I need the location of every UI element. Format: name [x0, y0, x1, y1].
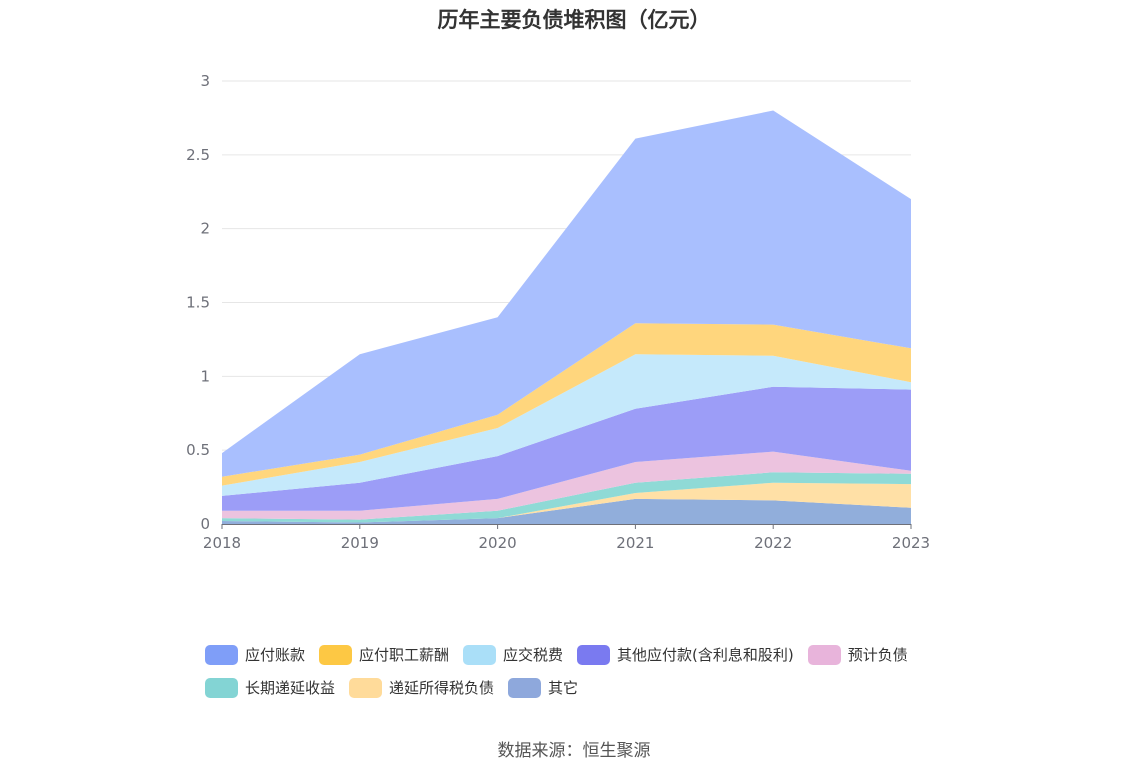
legend: 应付账款 应付职工薪酬 应交税费 其他应付款(含利息和股利) 预计负债 长期递延… [205, 638, 965, 704]
chart-title: 历年主要负债堆积图（亿元） [437, 8, 711, 32]
legend-swatch-payroll-payable [319, 644, 353, 665]
y-tick-label: 3 [200, 72, 210, 90]
x-tick-label: 2022 [754, 534, 792, 552]
area-series-递延所得税负债 [222, 482, 911, 523]
area-series-其他应付款-含利息和股利- [222, 386, 911, 511]
y-tick-label: 2.5 [186, 146, 210, 164]
legend-item-deferred-income[interactable]: 长期递延收益 [205, 677, 335, 698]
legend-row-1: 应付账款 应付职工薪酬 应交税费 其他应付款(含利息和股利) 预计负债 [205, 638, 965, 671]
legend-label-deferred-tax: 递延所得税负债 [389, 679, 495, 697]
area-series-应交税费 [222, 354, 911, 496]
legend-item-taxes-payable[interactable]: 应交税费 [463, 644, 563, 665]
y-tick-label: 2 [200, 220, 210, 238]
x-tick-label: 2018 [203, 534, 241, 552]
legend-item-other[interactable]: 其它 [508, 677, 578, 698]
legend-label-deferred-income: 长期递延收益 [245, 679, 336, 697]
legend-label-other-payables: 其他应付款(含利息和股利) [617, 646, 794, 664]
legend-item-accounts-payable[interactable]: 应付账款 [205, 644, 305, 665]
legend-label-accounts-payable: 应付账款 [245, 646, 306, 664]
legend-swatch-deferred-tax [349, 677, 383, 698]
legend-swatch-other-payables [577, 644, 611, 665]
area-series-应付账款 [222, 110, 911, 477]
legend-item-other-payables[interactable]: 其他应付款(含利息和股利) [577, 644, 794, 665]
legend-item-payroll-payable[interactable]: 应付职工薪酬 [319, 644, 449, 665]
legend-item-deferred-tax[interactable]: 递延所得税负债 [349, 677, 494, 698]
legend-label-taxes-payable: 应交税费 [503, 646, 564, 664]
legend-label-other: 其它 [548, 679, 579, 697]
legend-item-provisions[interactable]: 预计负债 [807, 644, 908, 665]
x-tick-label: 2023 [892, 534, 930, 552]
legend-swatch-accounts-payable [205, 644, 238, 665]
area-series-应付职工薪酬 [222, 323, 911, 486]
legend-label-provisions: 预计负债 [847, 646, 908, 664]
area-series-预计负债 [222, 451, 911, 520]
y-tick-label: 0 [200, 515, 210, 533]
x-tick-label: 2020 [479, 534, 517, 552]
legend-label-payroll-payable: 应付职工薪酬 [359, 646, 450, 664]
data-source: 数据来源：恒生聚源 [497, 741, 651, 761]
legend-swatch-taxes-payable [463, 644, 497, 665]
y-tick-label: 1 [200, 367, 210, 385]
x-tick-label: 2019 [341, 534, 379, 552]
legend-swatch-deferred-income [205, 677, 238, 698]
y-tick-label: 0.5 [186, 441, 210, 459]
area-series-其它 [222, 498, 911, 524]
legend-swatch-provisions [807, 644, 841, 665]
y-tick-label: 1.5 [186, 294, 210, 312]
legend-row-2: 长期递延收益 递延所得税负债 其它 [205, 671, 965, 704]
legend-swatch-other [508, 677, 542, 698]
area-series-长期递延收益 [222, 472, 911, 523]
x-tick-label: 2021 [616, 534, 654, 552]
stacked-area-chart: 0 0.5 1 1.5 2 2.5 3 2018 2019 2020 2021 2022 2023 [186, 72, 930, 552]
